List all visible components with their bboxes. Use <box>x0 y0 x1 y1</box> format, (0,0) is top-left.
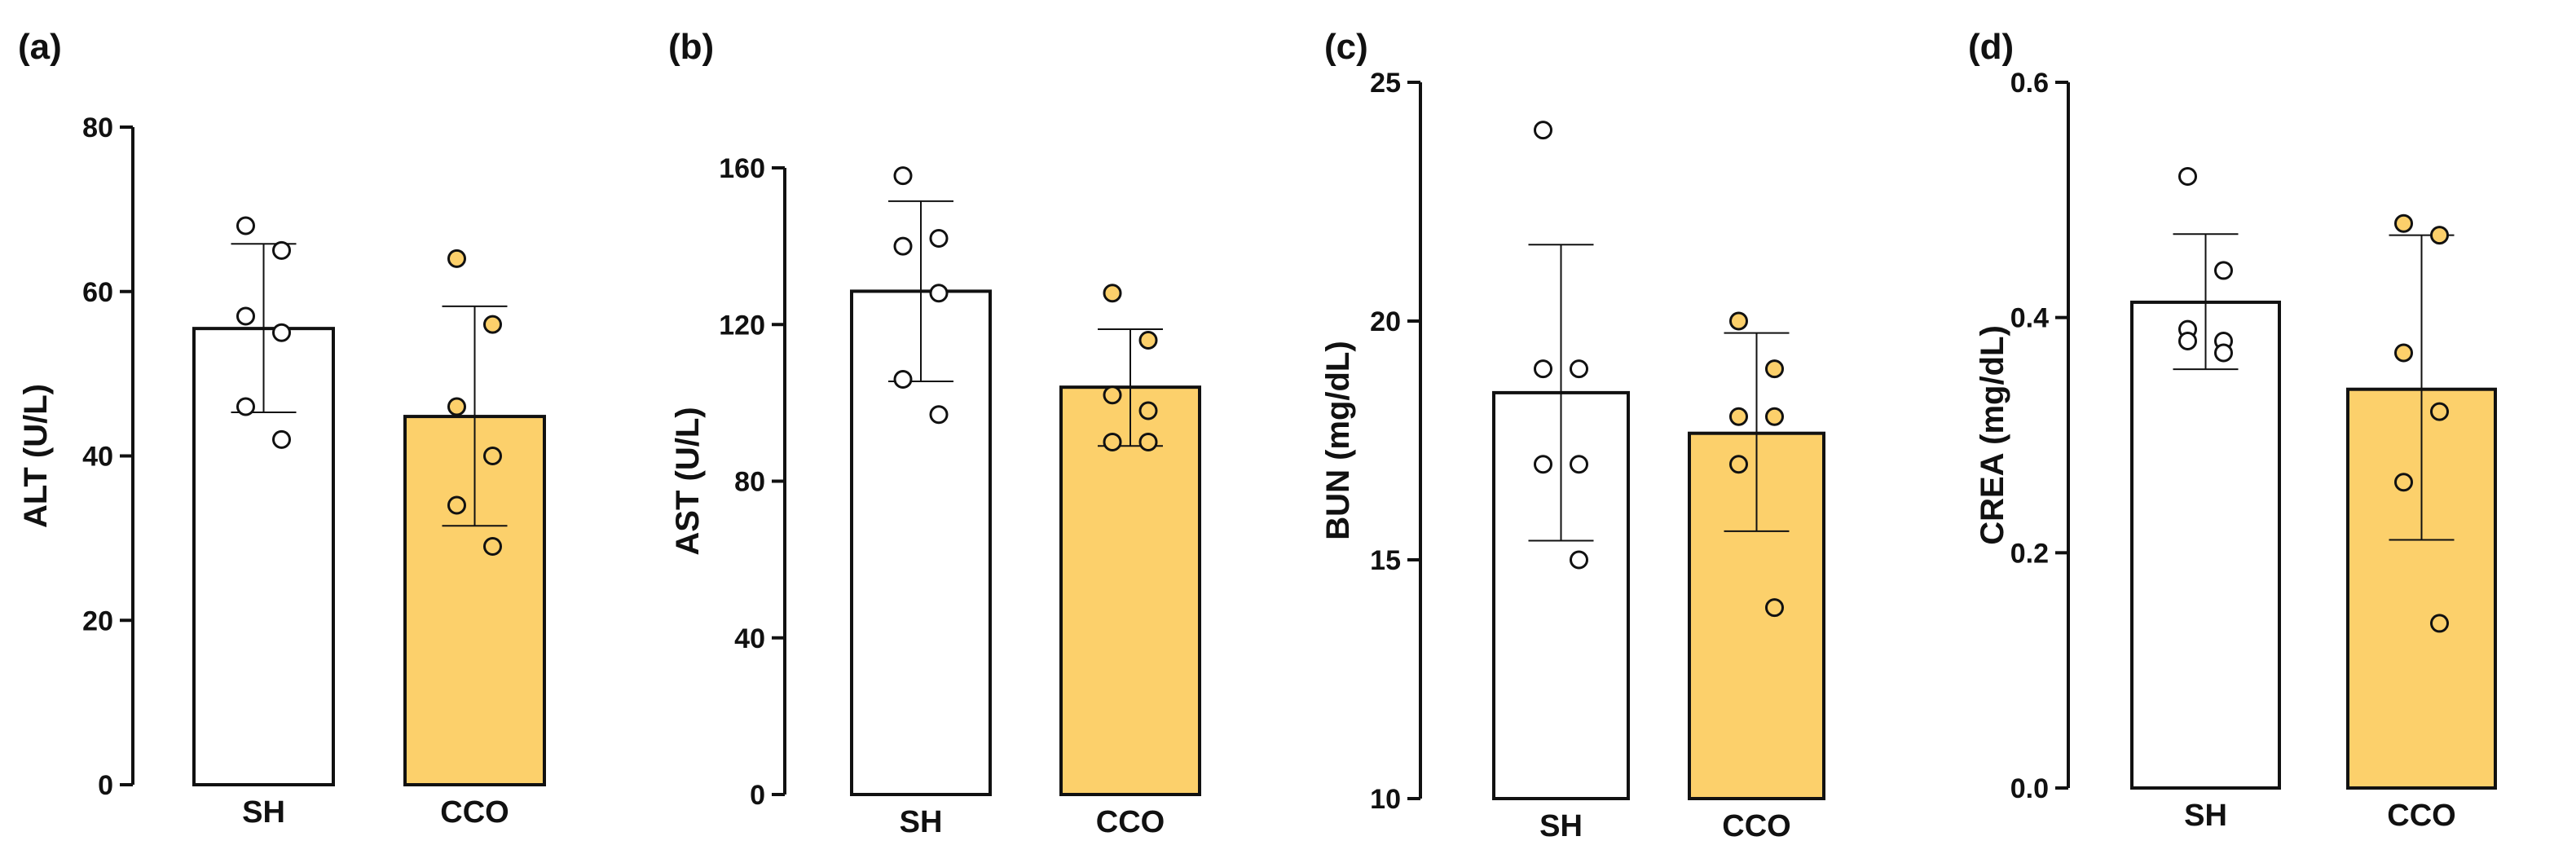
y-tick-label: 40 <box>734 623 765 654</box>
data-point <box>1103 284 1122 303</box>
data-point <box>447 397 466 416</box>
data-point <box>1534 121 1552 140</box>
x-tick-label: SH <box>900 805 943 839</box>
data-point <box>1765 359 1784 379</box>
bar-sh <box>2130 300 2281 790</box>
data-point <box>272 429 291 449</box>
y-tick-label: 80 <box>734 467 765 498</box>
data-point <box>2430 402 2449 421</box>
data-point <box>1534 359 1552 379</box>
data-point <box>272 240 291 260</box>
data-point <box>1729 407 1748 426</box>
y-tick-label: 120 <box>719 310 765 341</box>
y-tick-label: 20 <box>82 605 113 636</box>
data-point <box>1138 401 1158 420</box>
chart-panel-3: (c) 10 15 20 25 BUN (mg/dL) SH CCO <box>1320 27 1825 843</box>
y-tick-label: 0.0 <box>2010 773 2049 804</box>
data-point <box>893 370 913 390</box>
y-tick-label: 0.4 <box>2010 303 2049 334</box>
bar-cco <box>1059 385 1201 796</box>
panel-label: (b) <box>668 27 714 67</box>
data-point <box>236 306 255 326</box>
data-point <box>236 397 255 416</box>
y-tick-label: 60 <box>82 277 113 308</box>
data-point <box>893 166 913 186</box>
y-axis-title: ALT (U/L) <box>18 384 54 528</box>
x-tick-label: SH <box>1539 809 1583 843</box>
data-point <box>1103 385 1122 405</box>
data-point <box>1729 455 1748 474</box>
data-point <box>893 236 913 256</box>
data-point <box>1765 598 1784 618</box>
y-tick-label: 0.2 <box>2010 538 2049 569</box>
data-point <box>2214 343 2233 363</box>
chart-panel-4: (d) 0.0 0.2 0.4 0.6 CREA (mg/dL) SH CCO <box>1968 27 2497 833</box>
data-point <box>2430 226 2449 245</box>
y-tick-label: 20 <box>1370 306 1401 337</box>
panel-label: (a) <box>18 27 62 67</box>
y-tick-label: 15 <box>1370 545 1401 576</box>
chart-panel-1: (a) 0 20 40 60 80 ALT (U/L) SH CCO <box>18 27 546 830</box>
data-point <box>929 284 949 303</box>
data-point <box>447 249 466 268</box>
data-point <box>1138 432 1158 451</box>
y-axis-title: BUN (mg/dL) <box>1320 341 1356 539</box>
y-tick-label: 0 <box>750 780 765 811</box>
data-point <box>2430 614 2449 633</box>
data-point <box>1534 455 1552 474</box>
y-tick-label: 80 <box>82 112 113 143</box>
data-point <box>1138 330 1158 350</box>
data-point <box>483 315 502 334</box>
data-point <box>483 447 502 465</box>
y-axis-title: CREA (mg/dL) <box>1975 325 2010 545</box>
y-tick-label: 160 <box>719 153 765 184</box>
chart-panel-2: (b) 0 40 80 120 160 AST (U/L) SH CCO <box>668 27 1201 839</box>
data-point <box>483 536 502 556</box>
y-tick-label: 0.6 <box>2010 68 2049 99</box>
x-tick-label: SH <box>2184 799 2227 833</box>
y-tick-label: 25 <box>1370 68 1401 99</box>
data-point <box>2178 166 2197 186</box>
data-point <box>447 495 466 515</box>
y-tick-label: 10 <box>1370 784 1401 815</box>
data-point <box>1765 407 1784 426</box>
data-point <box>1103 432 1122 451</box>
data-point <box>2214 261 2233 280</box>
data-point <box>2178 332 2197 351</box>
y-axis-title: AST (U/L) <box>670 407 706 555</box>
y-tick-label: 0 <box>98 770 113 801</box>
x-tick-label: CCO <box>440 795 509 830</box>
y-tick-label: 40 <box>82 442 113 473</box>
data-point <box>929 405 949 425</box>
x-tick-label: CCO <box>2387 799 2455 833</box>
data-point <box>1570 455 1588 474</box>
data-point <box>929 229 949 249</box>
data-point <box>1570 359 1588 379</box>
data-point <box>272 323 291 342</box>
x-tick-label: SH <box>242 795 285 830</box>
x-tick-label: CCO <box>1096 805 1165 839</box>
data-point <box>2394 343 2413 363</box>
x-tick-label: CCO <box>1722 809 1790 843</box>
data-point <box>2394 473 2413 492</box>
data-point <box>1570 550 1588 570</box>
panel-label: (d) <box>1968 27 2014 67</box>
data-point <box>2394 214 2413 233</box>
data-point <box>1729 311 1748 331</box>
panel-label: (c) <box>1324 27 1368 67</box>
data-point <box>236 216 255 236</box>
